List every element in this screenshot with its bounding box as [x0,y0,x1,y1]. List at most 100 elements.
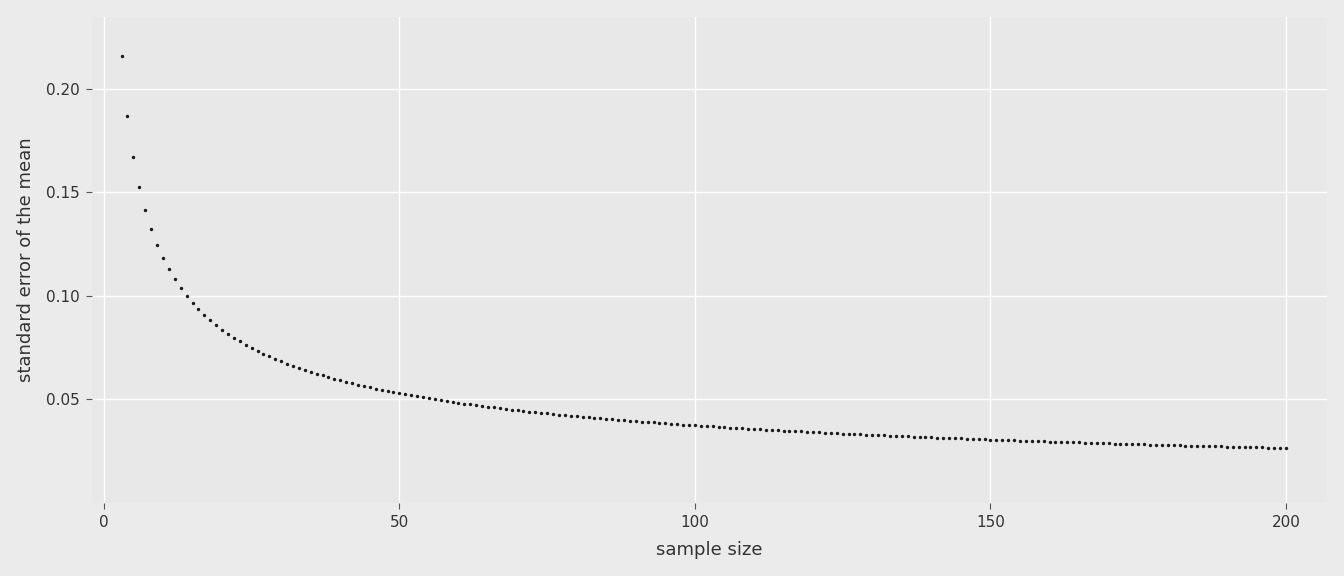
Point [134,206,156,215]
Point [359,382,380,392]
Point [442,397,464,407]
Point [1180,441,1202,450]
Point [199,316,220,325]
Point [992,435,1013,445]
Point [601,415,622,424]
Point [660,419,681,429]
Point [1169,441,1191,450]
Point [637,418,659,427]
Point [938,433,960,442]
Point [1263,443,1285,452]
Point [418,394,439,403]
Point [702,422,723,431]
Point [395,390,417,399]
Point [324,374,345,384]
Point [862,430,883,439]
Point [738,424,759,433]
Point [797,427,818,437]
Point [679,420,700,430]
Point [1192,441,1214,450]
Point [1081,438,1102,448]
Point [743,425,765,434]
Point [1039,437,1060,446]
Point [401,391,422,400]
Point [642,418,664,427]
Point [785,427,806,436]
Point [832,429,853,438]
Point [258,352,280,361]
Point [247,346,269,355]
Point [945,434,966,443]
Point [844,430,866,439]
Point [874,431,895,440]
Point [933,433,954,442]
Point [282,361,304,370]
Point [571,412,593,421]
Point [465,401,487,410]
Point [531,408,552,418]
Point [454,399,476,408]
Point [306,369,328,378]
Point [484,403,505,412]
Point [211,325,233,334]
Point [376,386,398,396]
Point [501,405,523,414]
Point [1140,440,1161,449]
Point [1034,437,1055,446]
Point [460,400,481,409]
Point [110,51,132,60]
Point [896,432,918,441]
Point [159,265,180,274]
Point [630,417,652,426]
Point [1210,442,1231,451]
Point [891,431,913,441]
Point [1027,437,1048,446]
Point [560,411,582,420]
Point [625,416,646,426]
Point [1239,442,1261,452]
Point [554,411,575,420]
Point [341,378,363,388]
Point [1199,442,1220,451]
Point [814,428,836,437]
Point [903,432,925,441]
Point [223,333,245,342]
Point [1258,443,1279,452]
Point [152,253,173,263]
Point [300,367,321,377]
Point [1044,437,1066,446]
Point [1133,440,1154,449]
Point [867,430,888,439]
Point [590,414,612,423]
Point [383,388,405,397]
Point [277,359,298,368]
Point [726,423,747,433]
Point [524,408,546,417]
Point [778,426,800,435]
Point [613,416,634,425]
Point [413,393,434,402]
Point [1187,441,1208,450]
Point [649,418,671,427]
Point [985,435,1007,444]
Point [1216,442,1238,451]
Point [294,365,316,374]
Point [406,392,427,401]
Point [684,420,706,430]
Point [146,240,168,249]
Point [288,363,309,373]
Point [164,275,185,284]
Point [507,406,528,415]
Point [583,413,605,422]
Point [802,427,824,437]
Point [749,425,770,434]
Point [477,402,499,411]
Point [849,430,871,439]
Point [265,354,286,363]
Point [755,425,777,434]
Point [347,380,368,389]
Point [542,410,563,419]
Point [169,283,191,293]
Point [1009,436,1031,445]
Point [371,385,392,395]
